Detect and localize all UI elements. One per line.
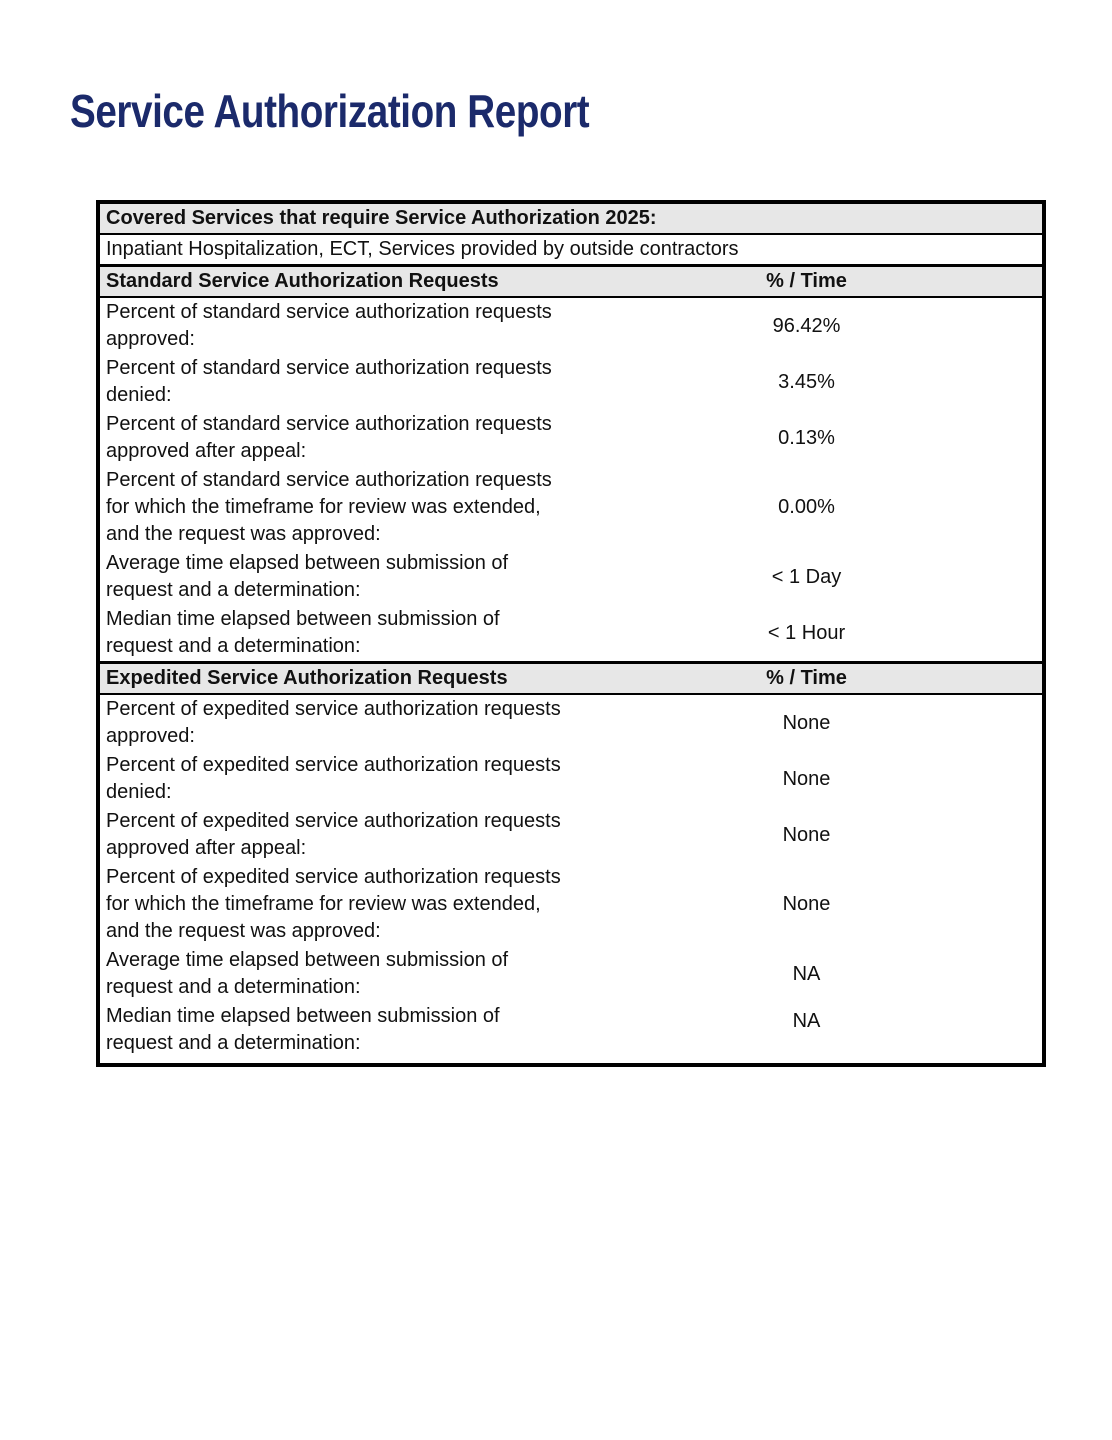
row-value: 0.13% <box>778 426 835 449</box>
row-value: 96.42% <box>772 314 841 337</box>
row-label: Average time elapsed between submission … <box>106 949 509 998</box>
table-row: Percent of expedited service authorizati… <box>98 863 1044 946</box>
row-label: Percent of standard service authorizatio… <box>106 357 552 406</box>
table-row: Average time elapsed between submission … <box>98 946 1044 1002</box>
covered-services-header: Covered Services that require Service Au… <box>98 202 1044 235</box>
table-row: Percent of standard service authorizatio… <box>98 297 1044 354</box>
row-value: NA <box>792 1010 821 1032</box>
row-value: None <box>782 767 831 790</box>
row-label: Percent of standard service authorizatio… <box>106 413 552 462</box>
standard-section-title: Standard Service Authorization Requests <box>98 265 571 298</box>
table-row: Percent of standard service authorizatio… <box>98 466 1044 549</box>
standard-section-header-row: Standard Service Authorization Requests … <box>98 265 1044 298</box>
row-value: None <box>782 711 831 734</box>
table-body: Covered Services that require Service Au… <box>98 202 1044 1065</box>
expedited-section-col-header: % / Time <box>571 661 1044 695</box>
row-label: Percent of expedited service authorizati… <box>106 754 561 803</box>
row-value: 0.00% <box>778 496 835 518</box>
row-value: None <box>782 893 831 915</box>
table-row: Percent of expedited service authorizati… <box>98 751 1044 807</box>
row-label: Median time elapsed between submission o… <box>106 1005 500 1054</box>
row-label: Percent of expedited service authorizati… <box>106 810 561 859</box>
row-value: < 1 Day <box>771 565 842 588</box>
row-label: Percent of standard service authorizatio… <box>106 469 552 545</box>
table-row: Percent of expedited service authorizati… <box>98 807 1044 863</box>
table-row: Median time elapsed between submission o… <box>98 1002 1044 1065</box>
row-label: Percent of expedited service authorizati… <box>106 698 561 747</box>
covered-services-value: Inpatiant Hospitalization, ECT, Services… <box>98 234 1044 267</box>
table-row: Average time elapsed between submission … <box>98 549 1044 605</box>
expedited-section-header-row: Expedited Service Authorization Requests… <box>98 661 1044 695</box>
table-row: Median time elapsed between submission o… <box>98 605 1044 663</box>
covered-services-value-row: Inpatiant Hospitalization, ECT, Services… <box>98 234 1044 267</box>
expedited-section-title: Expedited Service Authorization Requests <box>98 661 571 695</box>
row-value: 3.45% <box>778 370 835 393</box>
covered-services-header-row: Covered Services that require Service Au… <box>98 202 1044 235</box>
service-authorization-table: Covered Services that require Service Au… <box>96 200 1046 1067</box>
row-label: Average time elapsed between submission … <box>106 552 509 601</box>
table-row: Percent of standard service authorizatio… <box>98 410 1044 466</box>
row-label: Percent of standard service authorizatio… <box>106 301 552 350</box>
row-label: Percent of expedited service authorizati… <box>106 866 561 942</box>
standard-section-col-header: % / Time <box>571 265 1044 298</box>
page-title: Service Authorization Report <box>70 85 590 137</box>
row-value: NA <box>792 962 821 985</box>
row-label: Median time elapsed between submission o… <box>106 608 500 657</box>
row-value: < 1 Hour <box>767 621 846 644</box>
table-row: Percent of expedited service authorizati… <box>98 694 1044 751</box>
row-value: None <box>782 823 831 846</box>
table-row: Percent of standard service authorizatio… <box>98 354 1044 410</box>
